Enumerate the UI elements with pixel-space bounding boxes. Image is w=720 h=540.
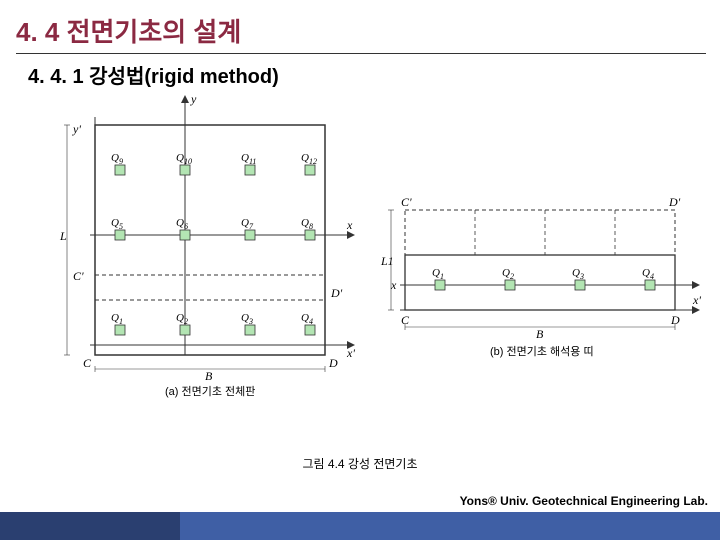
- svg-text:D': D': [330, 286, 343, 300]
- svg-text:x: x: [346, 218, 353, 232]
- svg-text:Q4: Q4: [642, 267, 654, 281]
- svg-text:L: L: [59, 229, 67, 243]
- svg-text:Q1: Q1: [111, 312, 123, 326]
- svg-text:D: D: [328, 356, 338, 370]
- svg-text:Q11: Q11: [241, 152, 256, 166]
- svg-text:y': y': [72, 122, 81, 136]
- sub-heading: 4. 4. 1 강성법(rigid method): [28, 60, 279, 89]
- svg-text:Q12: Q12: [301, 152, 317, 166]
- svg-text:D': D': [668, 195, 681, 209]
- figure-caption: 그림 4.4 강성 전면기초: [0, 455, 720, 472]
- svg-text:Q8: Q8: [301, 217, 313, 231]
- svg-text:C: C: [401, 313, 410, 327]
- svg-text:(a) 전면기초 전체판: (a) 전면기초 전체판: [165, 385, 255, 398]
- svg-text:Q10: Q10: [176, 152, 192, 166]
- svg-text:(b) 전면기초 해석용 띠: (b) 전면기초 해석용 띠: [490, 344, 594, 358]
- footer-credit: Yons® Univ. Geotechnical Engineering Lab…: [460, 494, 708, 508]
- footer-bar-dark: [0, 512, 180, 540]
- svg-text:Q7: Q7: [241, 217, 254, 231]
- svg-text:Q4: Q4: [301, 312, 313, 326]
- svg-text:Q2: Q2: [176, 312, 188, 326]
- svg-text:C': C': [401, 195, 412, 209]
- svg-text:B: B: [205, 369, 213, 383]
- svg-text:y: y: [190, 92, 197, 106]
- svg-text:Q9: Q9: [111, 152, 123, 166]
- svg-text:B: B: [536, 327, 544, 341]
- main-heading: 4. 4 전면기초의 설계: [16, 12, 706, 54]
- svg-text:C: C: [83, 356, 92, 370]
- svg-text:L1: L1: [380, 254, 394, 268]
- svg-text:Q1: Q1: [432, 267, 444, 281]
- svg-text:C': C': [73, 269, 84, 283]
- figure-svg: yy'xx'C'D'Q9Q10Q11Q12Q5Q6Q7Q8Q1Q2Q3Q4LBC…: [40, 100, 680, 440]
- svg-text:Q3: Q3: [572, 267, 584, 281]
- figure-area: yy'xx'C'D'Q9Q10Q11Q12Q5Q6Q7Q8Q1Q2Q3Q4LBC…: [40, 100, 680, 460]
- svg-text:Q5: Q5: [111, 217, 123, 231]
- svg-text:Q3: Q3: [241, 312, 253, 326]
- svg-text:Q2: Q2: [502, 267, 514, 281]
- svg-text:x': x': [692, 293, 701, 307]
- svg-text:Q6: Q6: [176, 217, 188, 231]
- svg-text:x': x': [346, 346, 355, 360]
